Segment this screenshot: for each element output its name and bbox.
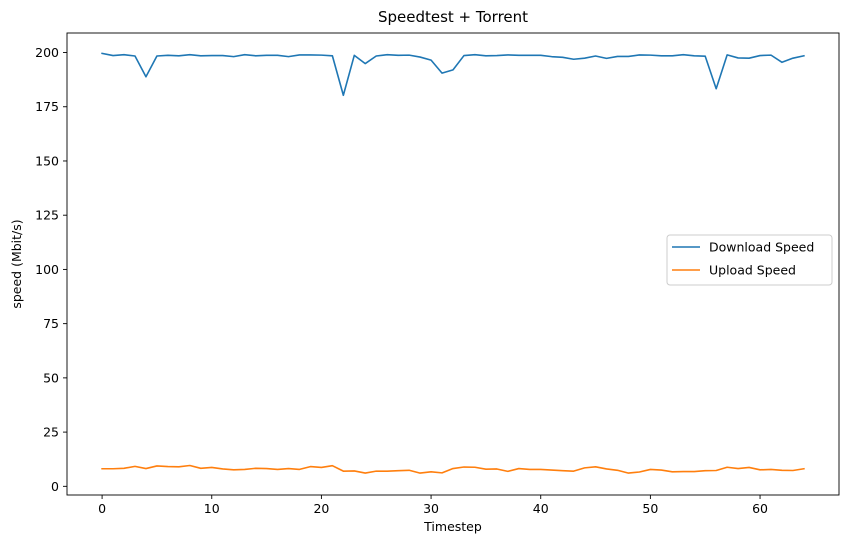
y-tick-label: 150 xyxy=(35,153,59,168)
y-tick-label: 175 xyxy=(35,99,59,114)
legend-frame xyxy=(666,234,833,286)
y-axis-title: speed (Mbit/s) xyxy=(9,219,24,308)
x-tick-label: 30 xyxy=(423,501,439,516)
y-tick-label: 50 xyxy=(43,370,59,385)
series-line-upload-speed xyxy=(101,464,805,474)
legend: Download Speed Upload Speed xyxy=(666,234,833,286)
x-tick-label: 50 xyxy=(642,501,658,516)
chart-title: Speedtest + Torrent xyxy=(378,8,528,26)
y-tick-label: 75 xyxy=(43,316,59,331)
y-tick-label: 100 xyxy=(35,262,59,277)
series-line-download-speed xyxy=(101,52,805,97)
x-tick-label: 60 xyxy=(752,501,768,516)
x-tick-label: 20 xyxy=(313,501,329,516)
x-tick-label: 0 xyxy=(98,501,106,516)
x-axis-ticks: 0 10 20 30 40 50 60 xyxy=(98,495,768,516)
y-axis-ticks: 0 25 50 75 100 125 150 175 200 xyxy=(35,45,67,494)
legend-label: Upload Speed xyxy=(709,263,796,278)
axes-spines xyxy=(66,32,840,496)
y-tick-label: 25 xyxy=(43,425,59,440)
y-tick-label: 0 xyxy=(51,479,59,494)
x-tick-label: 10 xyxy=(204,501,220,516)
x-axis-title: Timestep xyxy=(423,519,482,534)
series-layer xyxy=(101,52,805,474)
legend-label: Download Speed xyxy=(709,240,814,255)
x-tick-label: 40 xyxy=(533,501,549,516)
y-tick-label: 125 xyxy=(35,208,59,223)
y-tick-label: 200 xyxy=(35,45,59,60)
